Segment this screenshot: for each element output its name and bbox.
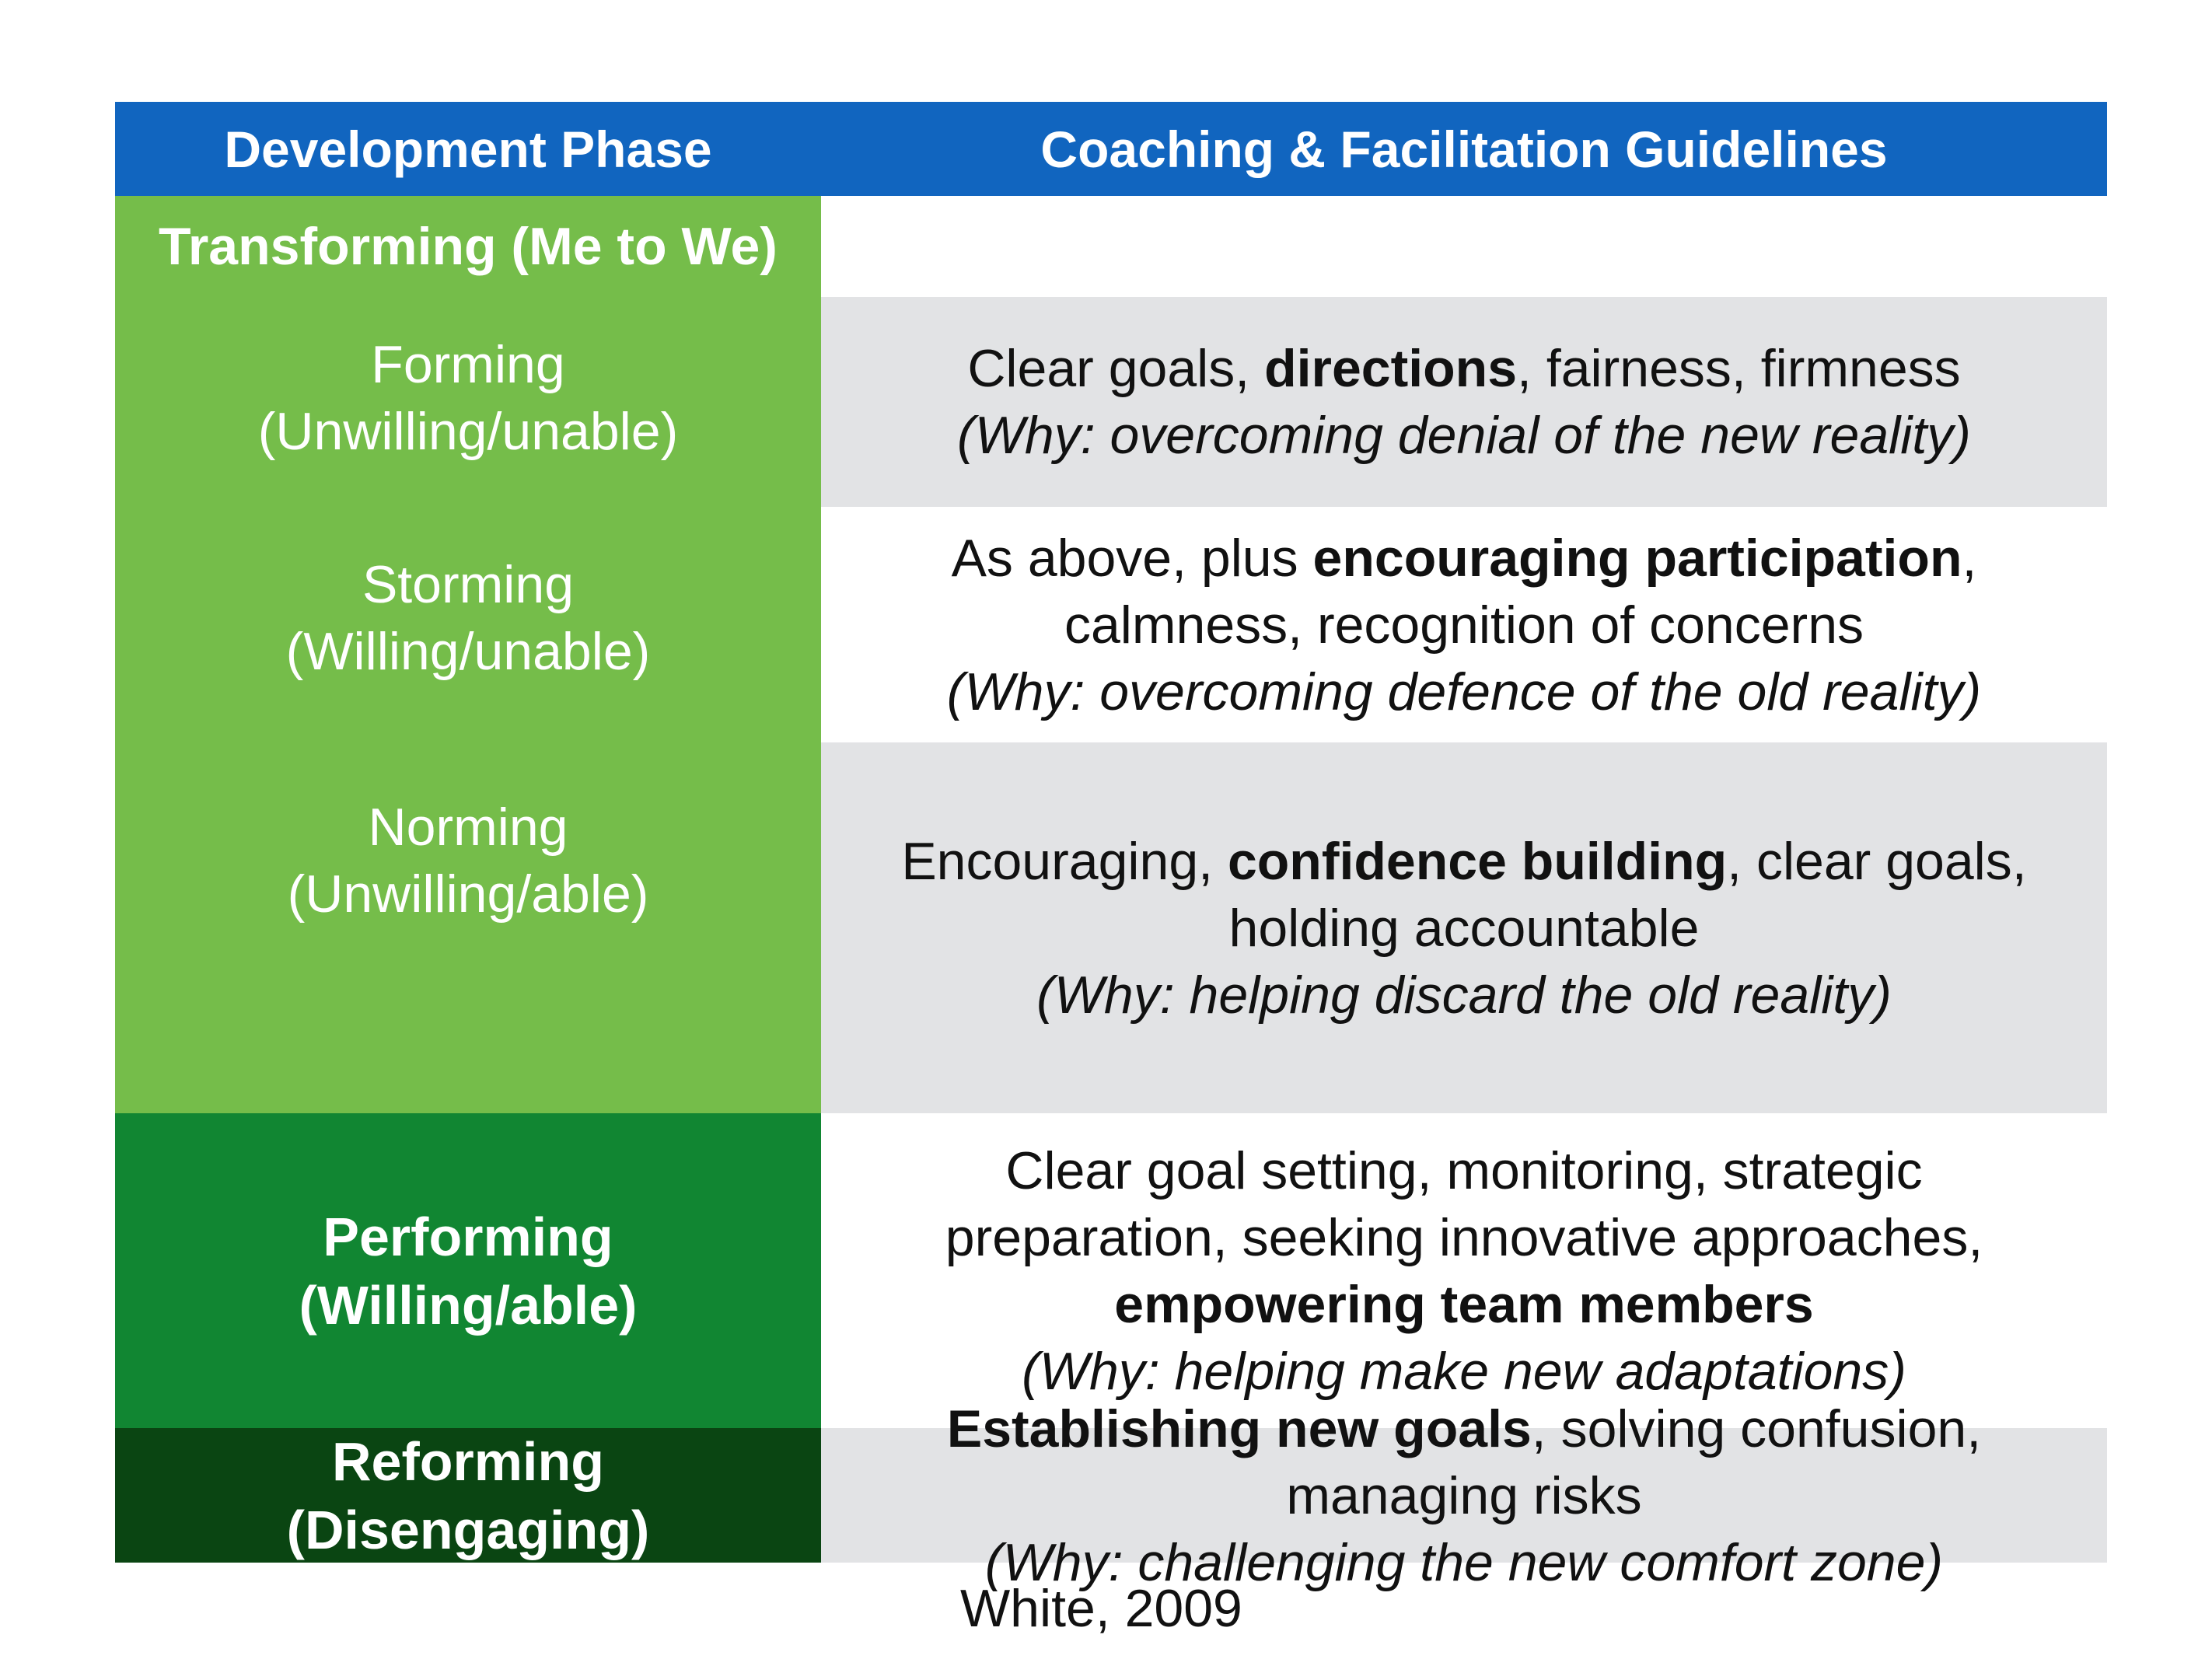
phase-performing: Performing (Willing/able): [115, 1113, 821, 1428]
phase-storming: Storming (Willing/unable): [115, 499, 821, 737]
guide-text: As above, plus: [951, 528, 1313, 588]
guide-group-blank: [821, 196, 2107, 297]
guide-performing-line2: preparation, seeking innovative approach…: [945, 1207, 1983, 1267]
transforming-group: Transforming (Me to We) Forming (Unwilli…: [115, 196, 821, 1113]
guide-reforming: Establishing new goals, solving confusio…: [821, 1399, 2107, 1592]
header-development-phase: Development Phase: [115, 102, 821, 196]
phase-norming-name: Norming: [368, 798, 568, 857]
guide-reforming-line1: Establishing new goals, solving confusio…: [947, 1395, 1981, 1462]
guide-emphasis: Establishing new goals: [946, 1399, 1532, 1458]
guide-emphasis: directions: [1264, 339, 1518, 398]
guide-performing-line1: Clear goal setting, monitoring, strategi…: [1005, 1140, 1923, 1200]
guide-norming-line1: Encouraging, confidence building, clear …: [901, 828, 2026, 895]
guide-emphasis: encouraging participation: [1312, 528, 1962, 588]
guide-reforming-why: (Why: challenging the new comfort zone): [984, 1532, 1944, 1592]
guide-storming-why: (Why: overcoming defence of the old real…: [946, 662, 1982, 721]
header-guidelines-label: Coaching & Facilitation Guidelines: [1040, 120, 1888, 178]
guide-text: , solving confusion,: [1531, 1399, 1982, 1458]
guide-performing-why: (Why: helping make new adaptations): [1022, 1341, 1906, 1401]
guide-text: Clear goals,: [967, 339, 1265, 398]
guide-storming-line2: calmness, recognition of concerns: [1064, 595, 1864, 655]
guide-forming-line1: Clear goals, directions, fairness, firmn…: [967, 335, 1960, 402]
guide-norming-line2: holding accountable: [1228, 898, 1700, 958]
phase-norming: Norming (Unwilling/able): [115, 737, 821, 984]
group-title: Transforming (Me to We): [159, 217, 778, 276]
phase-forming: Forming (Unwilling/unable): [115, 297, 821, 499]
guide-reforming-line2: managing risks: [1286, 1465, 1642, 1525]
guide-performing: Clear goal setting, monitoring, strategi…: [821, 1113, 2107, 1428]
phase-forming-name: Forming: [371, 335, 565, 394]
guide-performing-emphasis: empowering team members: [1114, 1274, 1814, 1334]
citation: White, 2009: [960, 1579, 1242, 1638]
guide-text: ,: [1962, 528, 1977, 588]
phase-performing-name: Performing: [323, 1206, 613, 1267]
guide-text: , clear goals,: [1727, 831, 2027, 891]
guide-norming: Encouraging, confidence building, clear …: [821, 742, 2107, 1113]
phase-performing-state: (Willing/able): [299, 1274, 638, 1336]
phase-reforming: Reforming (Disengaging): [115, 1428, 821, 1563]
phase-forming-state: (Unwilling/unable): [257, 402, 679, 461]
guide-text: Encouraging,: [901, 831, 1228, 891]
guide-forming-why: (Why: overcoming denial of the new reali…: [957, 406, 1971, 465]
phase-reforming-name: Reforming: [332, 1430, 604, 1492]
guide-storming: As above, plus encouraging participation…: [821, 507, 2107, 742]
guide-forming: Clear goals, directions, fairness, firmn…: [821, 297, 2107, 507]
phase-reforming-state: (Disengaging): [286, 1499, 650, 1560]
guide-emphasis: confidence building: [1227, 831, 1728, 891]
phase-storming-state: (Willing/unable): [285, 622, 651, 681]
phase-norming-state: (Unwilling/able): [287, 864, 649, 924]
phase-storming-name: Storming: [362, 555, 575, 614]
header-guidelines: Coaching & Facilitation Guidelines: [821, 102, 2107, 196]
coaching-table: Development Phase Coaching & Facilitatio…: [115, 102, 2107, 1592]
guide-text: , fairness, firmness: [1517, 339, 1961, 398]
guide-storming-line1: As above, plus encouraging participation…: [952, 525, 1977, 592]
guide-norming-why: (Why: helping discard the old reality): [1036, 965, 1892, 1025]
header-phase-label: Development Phase: [224, 120, 712, 178]
